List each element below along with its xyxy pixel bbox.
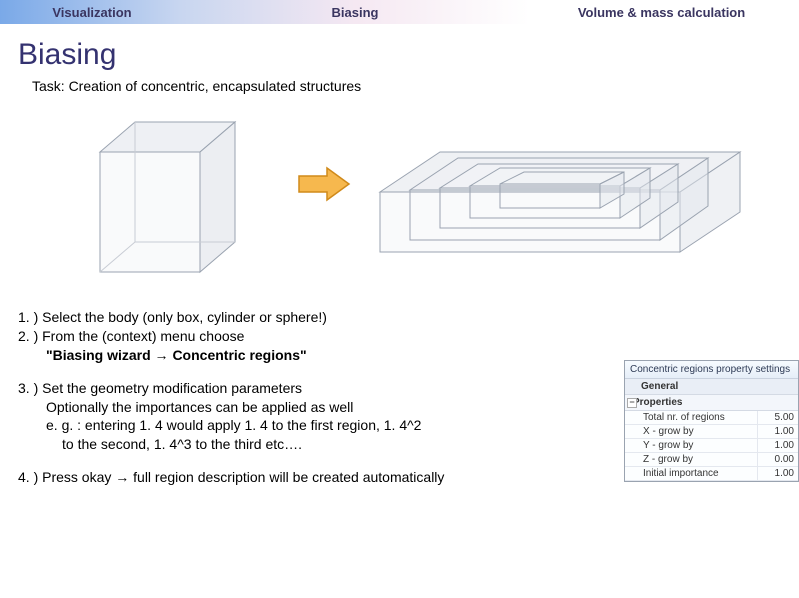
property-key: Z - grow by <box>625 453 758 466</box>
arrow-icon <box>295 164 355 204</box>
property-value[interactable]: 1.00 <box>758 439 798 452</box>
property-section-properties[interactable]: Properties <box>625 395 798 411</box>
property-panel: Concentric regions property settings Gen… <box>624 360 799 482</box>
diagram-row <box>40 102 799 302</box>
property-value[interactable]: 0.00 <box>758 453 798 466</box>
step-3: 3. ) Set the geometry modification param… <box>18 380 302 396</box>
tab-biasing[interactable]: Biasing <box>180 0 530 24</box>
property-row: Total nr. of regions 5.00 <box>625 411 798 425</box>
nested-boxes-diagram <box>370 132 770 292</box>
property-key: Y - grow by <box>625 439 758 452</box>
cube-diagram <box>80 102 265 292</box>
tab-volume-mass[interactable]: Volume & mass calculation <box>530 0 799 24</box>
step-2: 2. ) From the (context) menu choose <box>18 328 244 344</box>
top-nav: Visualization Biasing Volume & mass calc… <box>0 0 799 24</box>
property-key: Initial importance <box>625 467 758 480</box>
property-row: Initial importance 1.00 <box>625 467 798 481</box>
property-section-general: General <box>625 379 798 395</box>
property-key: Total nr. of regions <box>625 411 758 424</box>
property-value[interactable]: 5.00 <box>758 411 798 424</box>
property-key: X - grow by <box>625 425 758 438</box>
task-description: Task: Creation of concentric, encapsulat… <box>32 78 799 94</box>
tab-visualization[interactable]: Visualization <box>0 0 180 24</box>
property-value[interactable]: 1.00 <box>758 425 798 438</box>
property-row: Z - grow by 0.00 <box>625 453 798 467</box>
property-panel-title: Concentric regions property settings <box>625 361 798 379</box>
property-row: X - grow by 1.00 <box>625 425 798 439</box>
step-1: 1. ) Select the body (only box, cylinder… <box>18 309 327 325</box>
property-value[interactable]: 1.00 <box>758 467 798 480</box>
page-title: Biasing <box>18 38 799 72</box>
property-row: Y - grow by 1.00 <box>625 439 798 453</box>
